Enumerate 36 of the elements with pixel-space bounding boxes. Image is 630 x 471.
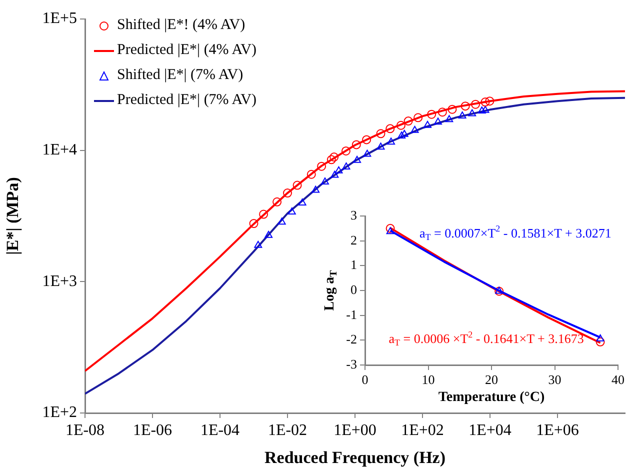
x-tick-label: 30 [548,372,562,388]
y-tick-label: -1 [346,306,357,322]
x-axis-title: Reduced Frequency (Hz) [264,448,446,467]
x-tick-label: 1E+00 [334,422,376,439]
point [386,227,394,234]
y-axis-title: Log aT [322,270,340,311]
x-tick-label: 10 [422,372,435,388]
point [596,334,604,342]
x-axis-title: Temperature (°C) [438,390,545,406]
y-tick-label: 2 [350,232,357,248]
x-tick-label: 20 [485,372,498,388]
x-tick-label: 1E+02 [401,422,444,439]
y-tick-label: 1E+4 [42,142,77,159]
legend-label: Shifted |E*| (7% AV) [117,67,244,84]
x-tick-label: 1E-08 [65,422,105,439]
y-tick-label: 0 [350,282,357,297]
x-tick-label: 40 [612,372,624,388]
y-tick-label: 1E+2 [42,404,77,422]
legend-label: Shifted |E*! (4% AV) [117,17,246,34]
x-tick-label: 1E+06 [536,422,579,439]
y-axis-title: |E*| (MPa) [2,177,22,255]
point [386,224,395,233]
x-tick-label: 1E-04 [200,422,240,439]
y-tick-label: 1 [350,257,357,272]
x-tick-label: 0 [362,372,368,388]
legend-label: Predicted |E*| (7% AV) [117,92,256,109]
y-tick-label: 3 [350,207,357,222]
x-tick-label: 1E-06 [132,422,172,439]
y-tick-label: -2 [346,332,357,347]
y-tick-label: 1E+5 [42,10,77,28]
point [596,337,605,346]
y-tick-label: 1E+3 [42,272,77,290]
y-tick-label: -3 [346,356,357,372]
legend-label: Predicted |E*| (4% AV) [117,42,256,59]
x-tick-label: 1E+04 [468,422,512,439]
x-tick-label: 1E-02 [268,422,308,439]
